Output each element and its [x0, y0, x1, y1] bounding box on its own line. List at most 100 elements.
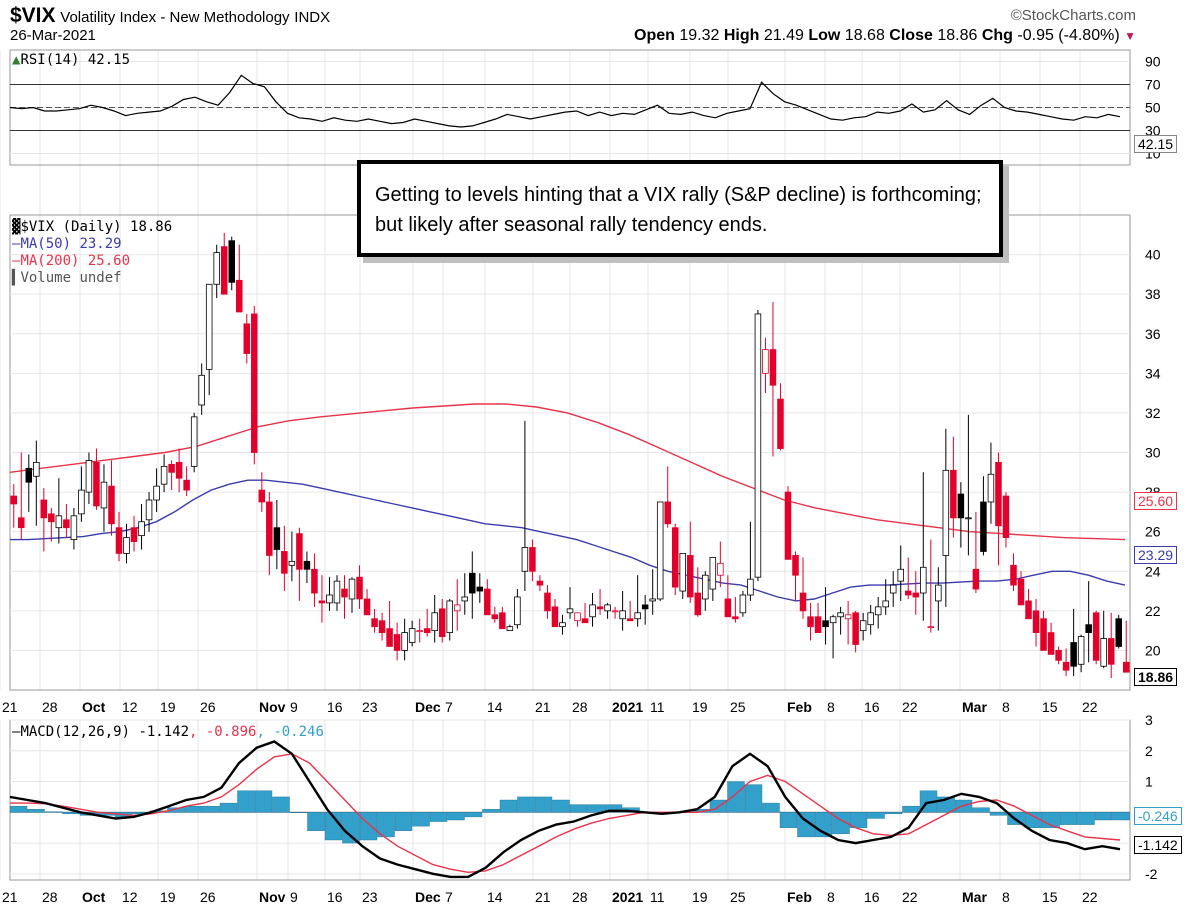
candle-body	[965, 517, 972, 520]
candle-body	[867, 612, 874, 626]
x-axis-label-bottom: 8	[1002, 889, 1010, 905]
macd-histogram-bar	[429, 812, 448, 822]
price-y-tick-label: 38	[1145, 286, 1161, 302]
candle-body	[341, 588, 348, 598]
x-axis-label-top: 8	[827, 699, 835, 715]
x-axis-label-top: Mar	[962, 699, 987, 715]
x-axis-label-bottom: 28	[42, 889, 58, 905]
x-axis-label-top: 28	[572, 699, 588, 715]
macd-histogram-bar	[1094, 812, 1113, 821]
x-axis-label-bottom: Nov	[259, 889, 286, 905]
candle-body	[739, 594, 747, 614]
candle-body	[438, 608, 446, 637]
x-axis-label-bottom: 8	[827, 889, 835, 905]
volume-legend: ▍Volume undef	[12, 270, 122, 286]
price-y-tick-label: 30	[1145, 445, 1161, 461]
low-label: Low	[808, 27, 841, 44]
candle-body	[754, 313, 762, 578]
macd-histogram-bar	[604, 804, 623, 813]
x-axis-label-bottom: 21	[535, 889, 551, 905]
candle-body	[48, 513, 55, 523]
macd-legend: —MACD(12,26,9) -1.142, -0.896, -0.246	[12, 724, 324, 740]
macd-histogram-bar	[482, 809, 500, 813]
high-label: High	[723, 27, 760, 44]
close-label: Close	[889, 27, 933, 44]
macd-histogram-bar	[884, 812, 903, 815]
macd-histogram-bar	[447, 812, 465, 821]
candle-body	[987, 473, 995, 503]
candle-body	[889, 584, 897, 594]
candle-body	[942, 469, 950, 556]
candle-body	[544, 592, 551, 612]
macd-histogram-bar	[902, 805, 920, 813]
candle-body	[469, 572, 476, 594]
candle-body	[318, 600, 326, 604]
x-axis-label-top: 14	[487, 699, 503, 715]
price-y-tick-label: 20	[1145, 642, 1161, 658]
candle-body	[55, 515, 63, 529]
candle-body	[769, 349, 777, 386]
candle-body	[980, 501, 987, 552]
hist-last-label: -0.246	[1134, 807, 1182, 825]
candle-body	[1017, 578, 1025, 606]
candle-body	[461, 596, 469, 602]
x-axis-label-top: 22	[902, 699, 918, 715]
x-axis-label-bottom: 23	[362, 889, 378, 905]
candle-body	[559, 622, 566, 628]
macd-histogram-bar	[359, 812, 378, 841]
candle-body	[130, 527, 138, 542]
x-axis-label-bottom: 21	[2, 889, 18, 905]
candle-body	[611, 610, 619, 613]
candle-body	[762, 349, 769, 374]
x-axis-label-bottom: 19	[692, 889, 708, 905]
candle-body	[251, 313, 258, 453]
candle-body	[521, 547, 529, 572]
candle-body	[837, 612, 844, 618]
x-axis-label-bottom: 14	[487, 889, 503, 905]
candle-body	[123, 537, 130, 554]
exchange: INDX	[294, 9, 331, 26]
candle-body	[566, 608, 574, 614]
macd-histogram-bar	[272, 796, 290, 813]
macd-y-tick-label: 1	[1145, 774, 1153, 790]
candle-body	[243, 323, 251, 354]
price-y-tick-label: 34	[1145, 365, 1161, 381]
macd-histogram-bar	[499, 799, 518, 813]
candle-body	[596, 606, 604, 610]
x-axis-label-top: 21	[535, 699, 551, 715]
candle-body	[694, 592, 702, 616]
candle-body	[1115, 618, 1122, 647]
x-axis-label-bottom: 11	[650, 889, 665, 905]
open-label: Open	[634, 27, 675, 44]
price-y-tick-label: 32	[1145, 405, 1161, 421]
rsi-y-tick-label: 90	[1145, 54, 1161, 70]
macd-histogram-bar	[569, 804, 588, 813]
candle-body	[807, 616, 814, 628]
x-axis-label-top: 11	[650, 699, 665, 715]
price-y-tick-label: 36	[1145, 326, 1161, 342]
macd-histogram-bar	[779, 812, 798, 828]
x-axis-label-bottom: 22	[902, 889, 918, 905]
x-axis-label-bottom: Feb	[787, 889, 812, 905]
macd-legend-signal: -0.896	[205, 724, 257, 740]
candle-body	[85, 460, 93, 493]
candle-body	[687, 555, 694, 598]
x-axis-label-bottom: 16	[327, 889, 343, 905]
x-axis-label-top: Dec	[415, 699, 441, 715]
candle-body	[634, 612, 641, 620]
candle-body	[183, 479, 190, 491]
macd-line	[9, 740, 1121, 879]
candle-body	[724, 598, 732, 618]
rsi-y-tick-label: 30	[1145, 123, 1161, 139]
x-axis-label-top: 22	[1082, 699, 1098, 715]
macd-histogram-bar	[237, 790, 255, 813]
x-axis-label-bottom: 22	[1082, 889, 1098, 905]
candle-body	[551, 606, 559, 628]
macd-histogram-bar	[44, 811, 63, 813]
candle-body	[175, 461, 183, 479]
candle-body	[273, 527, 281, 550]
candle-body	[641, 604, 649, 610]
candle-body	[927, 626, 935, 629]
x-axis-label-bottom: 9	[290, 889, 298, 905]
